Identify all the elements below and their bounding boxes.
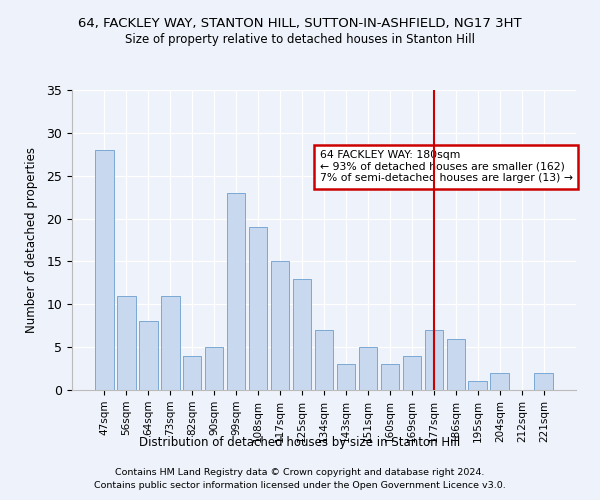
Text: Contains public sector information licensed under the Open Government Licence v3: Contains public sector information licen… (94, 480, 506, 490)
Bar (403, 356, 421, 390)
Bar (446, 338, 465, 390)
Text: 64, FACKLEY WAY, STANTON HILL, SUTTON-IN-ASHFIELD, NG17 3HT: 64, FACKLEY WAY, STANTON HILL, SUTTON-IN… (78, 18, 522, 30)
Bar (469, 382, 487, 390)
Bar (314, 330, 334, 390)
Bar (161, 296, 179, 390)
Bar (205, 347, 223, 390)
Bar (490, 373, 509, 390)
Bar (183, 356, 202, 390)
Bar (271, 262, 289, 390)
Bar (535, 373, 553, 390)
Bar (117, 296, 136, 390)
Bar (359, 347, 377, 390)
Text: Size of property relative to detached houses in Stanton Hill: Size of property relative to detached ho… (125, 32, 475, 46)
Bar (249, 227, 268, 390)
Text: Contains HM Land Registry data © Crown copyright and database right 2024.: Contains HM Land Registry data © Crown c… (115, 468, 485, 477)
Bar (380, 364, 399, 390)
Bar (337, 364, 355, 390)
Bar (227, 193, 245, 390)
Text: 64 FACKLEY WAY: 180sqm
← 93% of detached houses are smaller (162)
7% of semi-det: 64 FACKLEY WAY: 180sqm ← 93% of detached… (320, 150, 572, 183)
Bar (95, 150, 113, 390)
Text: Distribution of detached houses by size in Stanton Hill: Distribution of detached houses by size … (139, 436, 461, 449)
Y-axis label: Number of detached properties: Number of detached properties (25, 147, 38, 333)
Bar (425, 330, 443, 390)
Bar (139, 322, 158, 390)
Bar (293, 278, 311, 390)
